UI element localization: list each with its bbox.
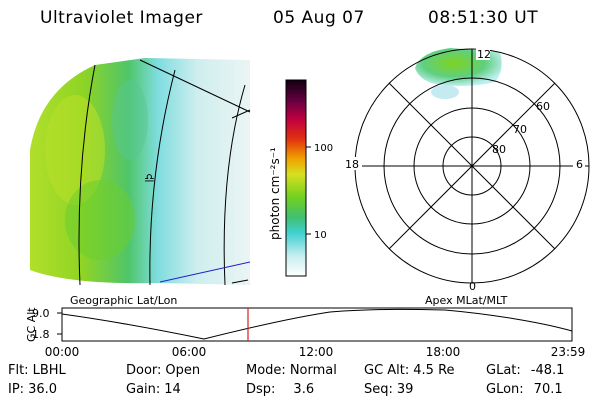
info-door: Door: Open [126, 363, 200, 378]
info-ip-label: IP: [8, 382, 25, 397]
info-flt-value: LBHL [32, 363, 66, 378]
info-ip-value: 36.0 [28, 382, 58, 397]
image-date: 05 Aug 07 [273, 8, 365, 28]
info-glat-label: GLat: [486, 363, 521, 378]
left-map-caption: Geographic Lat/Lon [70, 294, 177, 307]
lat-label-80: 80 [492, 143, 506, 156]
info-gain: Gain: 14 [126, 382, 181, 397]
polar-map: 12 0 18 6 60 70 80 [344, 48, 590, 293]
orbit-xtick-2359: 23:59 [551, 345, 586, 359]
app-title: Ultraviolet Imager [40, 8, 203, 28]
info-mode-value: Normal [289, 363, 337, 378]
info-gcalt: GC Alt: 4.5 Re [364, 363, 455, 378]
info-door-label: Door: [126, 363, 162, 378]
lat-label-70: 70 [513, 123, 527, 136]
info-glon-value: 70.1 [533, 382, 563, 397]
meridian-line [223, 84, 246, 286]
right-map-caption: Apex MLat/MLT [425, 294, 508, 307]
info-glat-value: -48.1 [530, 363, 565, 378]
info-gcalt-value: 4.5 Re [413, 363, 455, 378]
orbit-xtick-1800: 18:00 [426, 345, 461, 359]
info-door-value: Open [165, 363, 201, 378]
info-dsp-label: Dsp: [246, 382, 276, 397]
orbit-xtick-0600: 06:00 [172, 345, 207, 359]
mlt-label-0: 0 [469, 280, 476, 293]
mlt-line-diagonal [388, 82, 556, 250]
info-mode-label: Mode: [246, 363, 286, 378]
geographic-map: ♎ [30, 58, 251, 286]
lat-label-60: 60 [536, 100, 550, 113]
info-dsp: Dsp: 3.6 [246, 382, 314, 397]
orbit-ytick-1: 1.8 [32, 328, 50, 341]
orbit-xtick-0000: 00:00 [45, 345, 80, 359]
orbit-ytick-9: 9.0 [32, 307, 50, 320]
info-gain-value: 14 [164, 382, 181, 397]
info-mode: Mode: Normal [246, 363, 337, 378]
image-time: 08:51:30 UT [428, 8, 539, 28]
altitude-curve [61, 308, 573, 340]
info-flt: Flt: LBHL [8, 363, 66, 378]
mlt-label-12: 12 [477, 48, 491, 61]
info-gcalt-label: GC Alt: [364, 363, 410, 378]
meridian-line [149, 69, 176, 286]
colorbar-tick-100: 100 [314, 143, 333, 154]
info-seq-label: Seq: [364, 382, 393, 397]
info-ip: IP: 36.0 [8, 382, 57, 397]
info-glon: GLon: 70.1 [486, 382, 563, 397]
info-flt-label: Flt: [8, 363, 29, 378]
meridian-line [78, 64, 96, 286]
colorbar-scale [285, 79, 307, 277]
orbit-plot: GC Alt 9.0 1.8 00:00 06:00 12:00 18:00 2… [25, 307, 585, 359]
mlt-label-6: 6 [576, 158, 583, 171]
orbit-ylabel: GC Alt [25, 307, 38, 342]
info-glat: GLat: -48.1 [486, 363, 564, 378]
colorbar-label: photon cm⁻²s⁻¹ [268, 147, 282, 240]
coastline [159, 261, 251, 283]
mlt-label-18: 18 [345, 158, 359, 171]
latitude-line [139, 59, 251, 113]
colorbar-tick-10: 10 [314, 230, 327, 241]
subsatellite-marker: ♎ [144, 171, 155, 185]
info-glon-label: GLon: [486, 382, 524, 397]
orbit-plot-frame [61, 307, 573, 342]
info-gain-label: Gain: [126, 382, 161, 397]
orbit-xtick-1200: 12:00 [299, 345, 334, 359]
colorbar: 100 10 photon cm⁻²s⁻¹ [268, 79, 333, 277]
info-seq: Seq: 39 [364, 382, 413, 397]
info-seq-value: 39 [396, 382, 414, 397]
info-dsp-value: 3.6 [293, 382, 315, 397]
